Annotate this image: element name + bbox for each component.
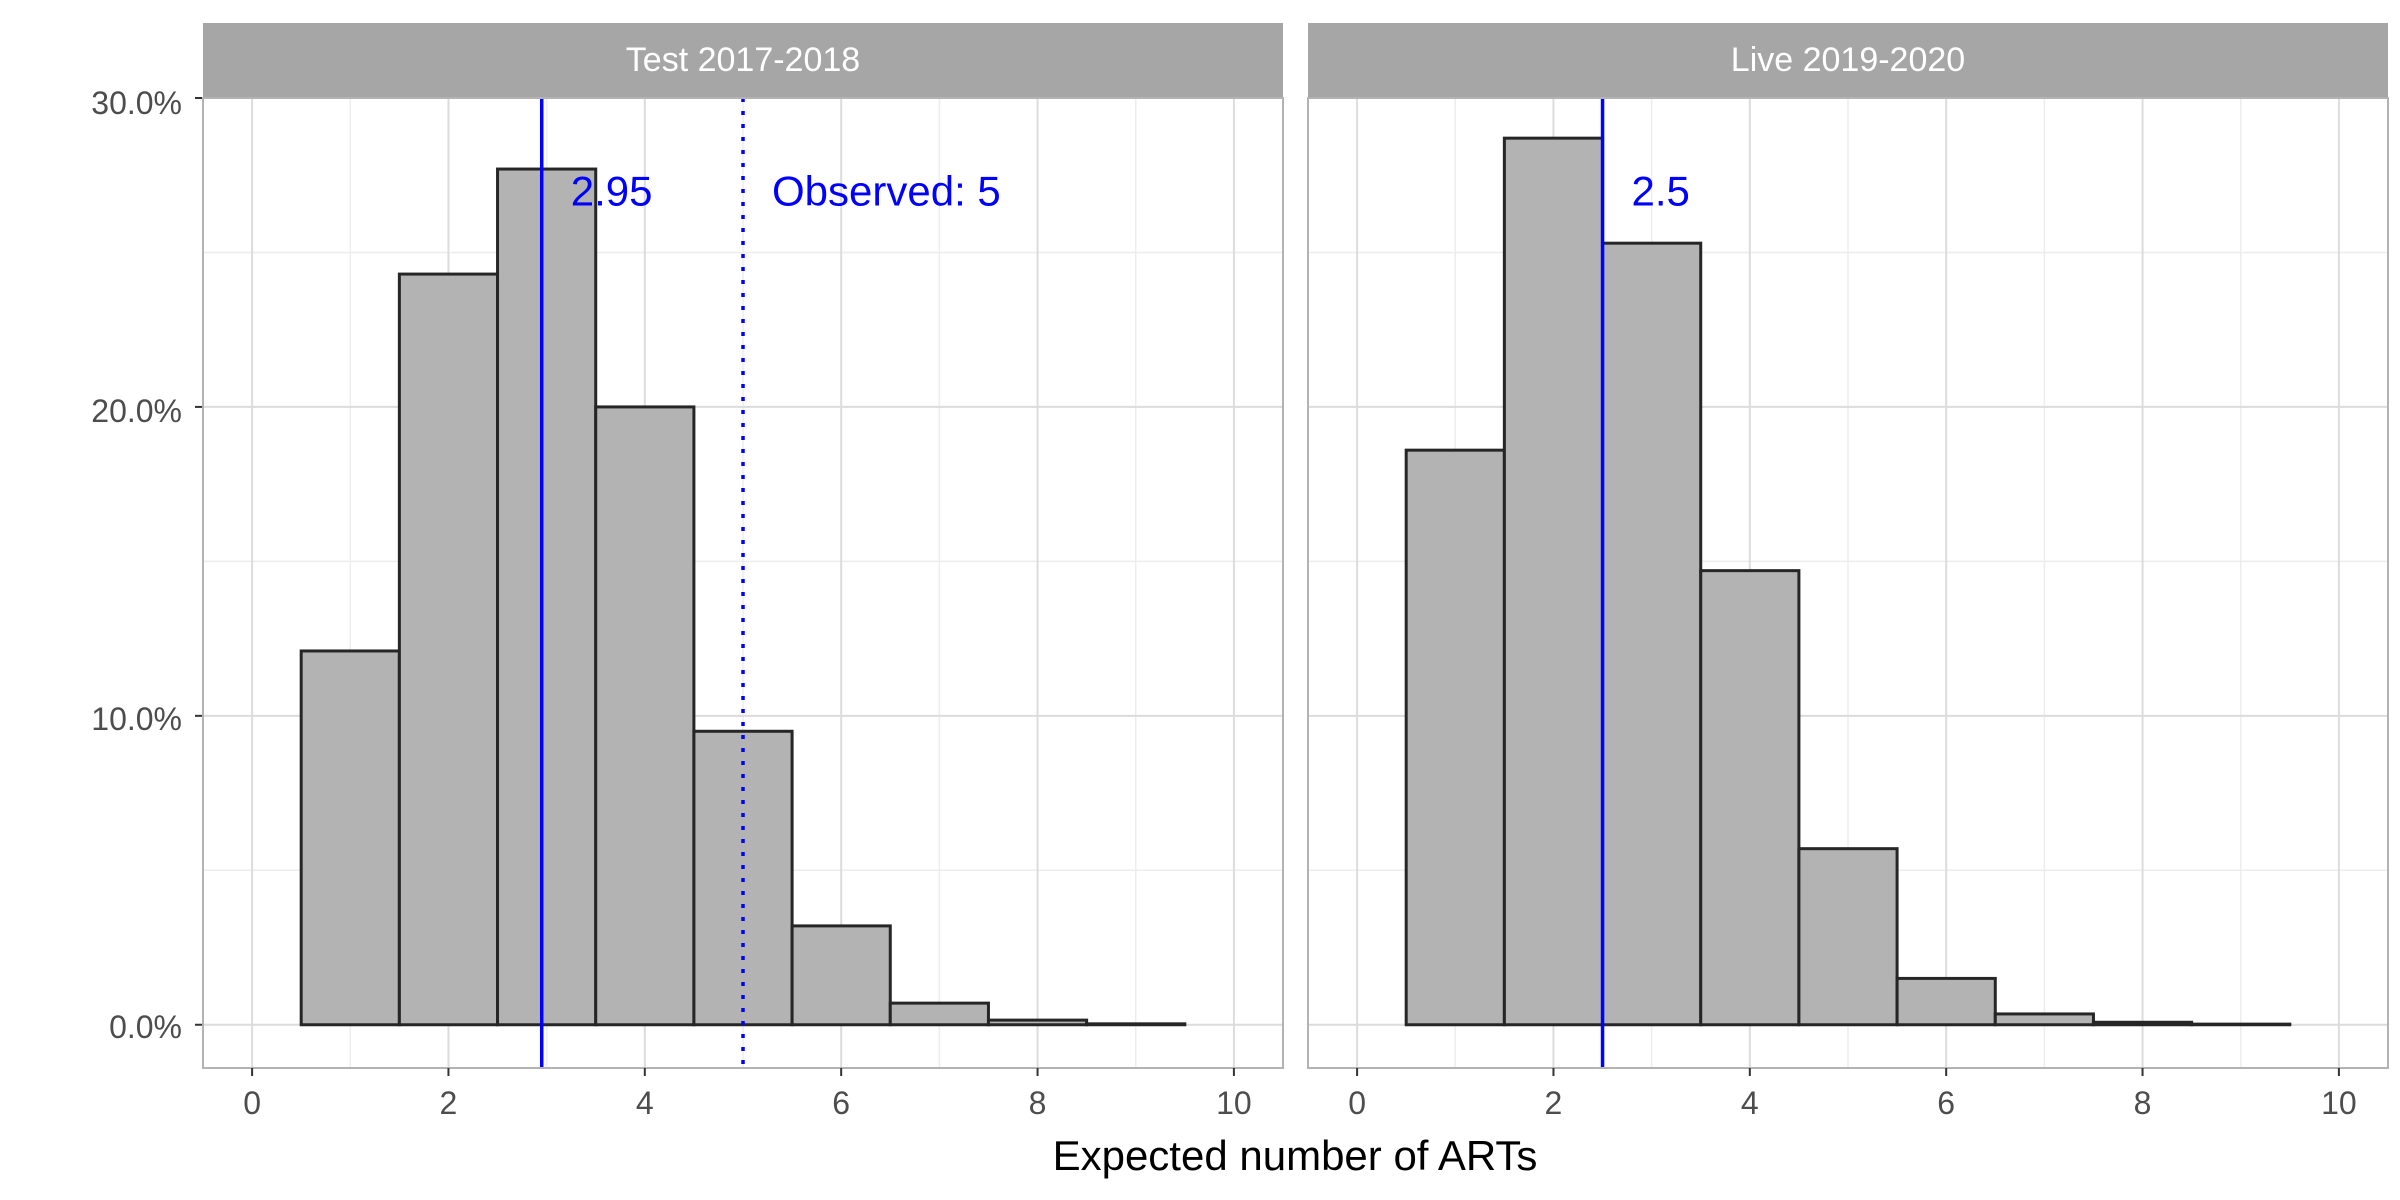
y-tick-label: 0.0% [109, 1009, 182, 1045]
x-tick-label: 8 [2134, 1085, 2152, 1121]
histogram-bar [1895, 976, 1997, 1027]
x-axis-title: Expected number of ARTs [1053, 1132, 1538, 1179]
y-tick-label: 10.0% [91, 701, 182, 737]
histogram-bar [496, 167, 598, 1027]
x-tick-label: 2 [1545, 1085, 1563, 1121]
strip-background [203, 23, 1283, 98]
histogram-bar [1085, 1022, 1187, 1027]
histogram-bar [1699, 569, 1801, 1027]
histogram-bar [2091, 1020, 2194, 1027]
y-tick-label: 30.0% [91, 85, 182, 121]
histogram-bar [1404, 448, 1506, 1027]
panel-title: Test 2017-2018 [626, 41, 860, 79]
histogram-bar [1797, 847, 1899, 1027]
x-tick-label: 10 [2321, 1085, 2357, 1121]
panel-border [1307, 97, 2389, 1069]
x-tick-label: 2 [440, 1085, 458, 1121]
histogram-bars [1404, 136, 2292, 1027]
panel-title: Live 2019-2020 [1731, 41, 1965, 79]
histogram-bar [2190, 1022, 2292, 1027]
histogram-bar [888, 1001, 990, 1027]
x-tick-label: 6 [1937, 1085, 1955, 1121]
histogram-bar [790, 924, 892, 1027]
strip-background [1308, 23, 2388, 98]
y-axis-labels: 0.0% 10.0% 20.0% 30.0% [91, 85, 203, 1045]
mean-value-label: 2.95 [571, 168, 653, 215]
reference-lines: 2.95 Observed: 5 [539, 98, 1001, 1068]
observed-value-label: Observed: 5 [772, 168, 1001, 215]
x-axis: 0 2 4 6 8 10 [1348, 1068, 2357, 1121]
mean-value-label: 2.5 [1632, 168, 1690, 215]
histogram-bar [397, 272, 500, 1027]
panel-live-2019-2020: Live 2019-2020 2.5 0 2 4 6 8 10 [1307, 23, 2389, 1121]
histogram-bar [1502, 136, 1605, 1027]
x-tick-label: 8 [1029, 1085, 1047, 1121]
x-tick-label: 6 [832, 1085, 850, 1121]
histogram-bar [594, 405, 696, 1027]
x-axis: 0 2 4 6 8 10 [243, 1068, 1252, 1121]
panel-test-2017-2018: Test 2017-2018 2.95 Observed: 5 0 2 4 6 8 10 [202, 23, 1284, 1121]
x-tick-label: 4 [636, 1085, 654, 1121]
x-tick-label: 0 [1348, 1085, 1366, 1121]
histogram-bar [1993, 1012, 2095, 1027]
histogram-bar [986, 1018, 1089, 1027]
x-tick-label: 10 [1216, 1085, 1252, 1121]
x-tick-label: 0 [243, 1085, 261, 1121]
y-tick-label: 20.0% [91, 393, 182, 429]
reference-lines: 2.5 [1600, 98, 1690, 1068]
histogram-bar [299, 649, 401, 1027]
histogram-bars [299, 167, 1187, 1027]
histogram-bar [1601, 241, 1703, 1027]
x-tick-label: 4 [1741, 1085, 1759, 1121]
panel-border [202, 97, 1284, 1069]
